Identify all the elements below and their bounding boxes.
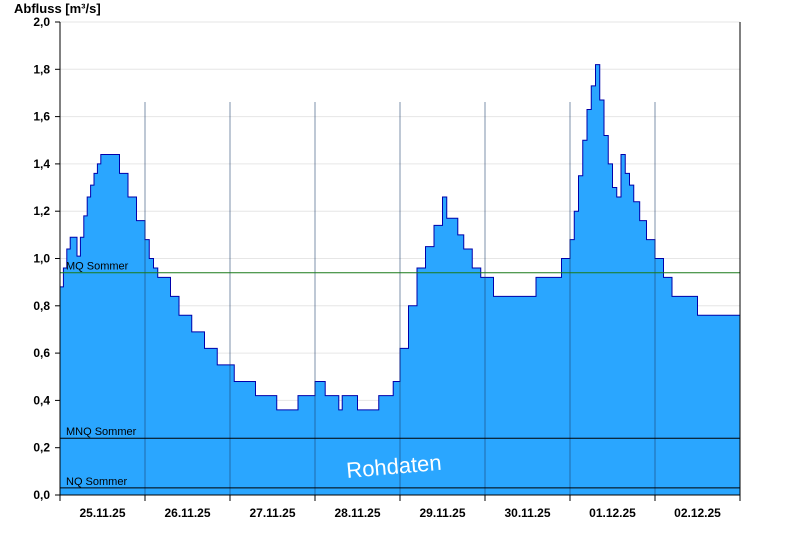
- y-tick-label: 1,6: [33, 110, 50, 124]
- y-tick-label: 1,8: [33, 62, 50, 76]
- y-tick-label: 0,8: [33, 299, 50, 313]
- x-tick-label: 30.11.25: [504, 506, 550, 520]
- y-tick-label: 1,4: [33, 157, 50, 171]
- axes: [55, 21, 741, 501]
- day-separator-lines: [144, 102, 656, 495]
- y-tick-label: 1,0: [33, 252, 50, 266]
- reference-label: NQ Sommer: [66, 476, 127, 488]
- y-tick-label: 2,0: [33, 15, 50, 29]
- y-axis-title: Abfluss [m³/s]: [14, 1, 101, 16]
- y-tick-label: 0,6: [33, 346, 50, 360]
- reference-label: MQ Sommer: [66, 261, 129, 273]
- x-tick-label: 01.12.25: [589, 506, 636, 520]
- x-tick-label: 02.12.25: [674, 506, 721, 520]
- reference-label: MNQ Sommer: [66, 426, 137, 438]
- x-tick-label: 26.11.25: [164, 506, 210, 520]
- y-tick-label: 0,2: [33, 441, 50, 455]
- y-tick-labels: 0,0 0,2 0,4 0,6 0,8 1,0 1,2 1,4 1,6 1,8 2,0: [33, 15, 50, 502]
- y-tick-label: 0,4: [33, 393, 50, 407]
- x-tick-label: 28.11.25: [334, 506, 380, 520]
- y-tick-label: 0,0: [33, 488, 50, 502]
- y-tick-label: 1,2: [33, 204, 50, 218]
- x-tick-label: 29.11.25: [419, 506, 465, 520]
- reference-lines: MQ Sommer MNQ Sommer NQ Sommer: [60, 261, 740, 489]
- x-tick-label: 25.11.25: [79, 506, 125, 520]
- x-tick-label: 27.11.25: [249, 506, 295, 520]
- x-tick-labels: 25.11.25 26.11.25 27.11.25 28.11.25 29.11.25…: [79, 506, 721, 520]
